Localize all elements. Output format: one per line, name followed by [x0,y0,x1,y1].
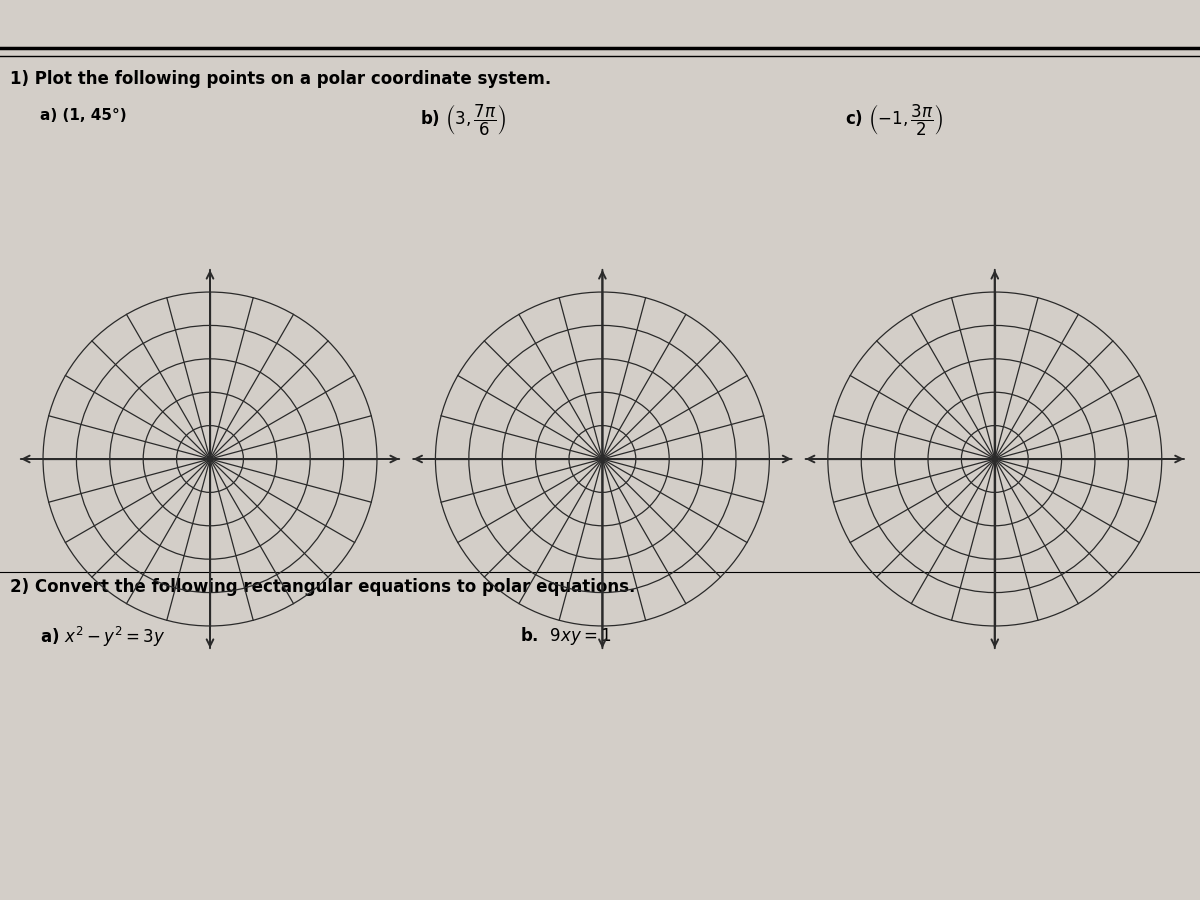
Text: c) $\left(-1,\dfrac{3\pi}{2}\right)$: c) $\left(-1,\dfrac{3\pi}{2}\right)$ [845,103,943,139]
Text: a) (1, 45°): a) (1, 45°) [40,108,127,123]
Text: b) $\left(3,\dfrac{7\pi}{6}\right)$: b) $\left(3,\dfrac{7\pi}{6}\right)$ [420,103,506,139]
Text: b.  $9xy = 1$: b. $9xy = 1$ [520,625,612,647]
Text: 1) Plot the following points on a polar coordinate system.: 1) Plot the following points on a polar … [10,70,551,88]
Text: a) $x^2 - y^2 = 3y$: a) $x^2 - y^2 = 3y$ [40,625,166,649]
Text: 2) Convert the following rectangular equations to polar equations.: 2) Convert the following rectangular equ… [10,578,635,596]
